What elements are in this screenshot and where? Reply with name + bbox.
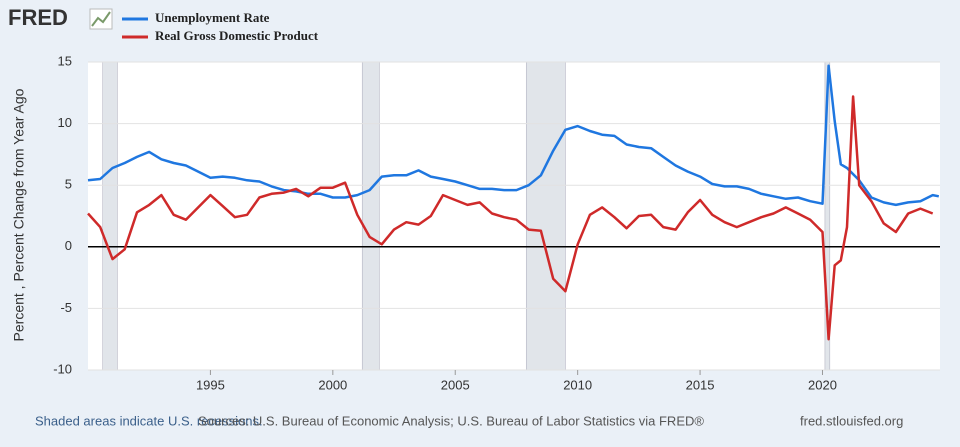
logo-icon — [89, 8, 113, 30]
y-axis-label: Percent , Percent Change from Year Ago — [11, 88, 27, 341]
recession-band — [361, 61, 380, 371]
footer-site: fred.stlouisfed.org — [800, 413, 903, 428]
x-tick-label: 2015 — [686, 377, 715, 392]
y-tick-label: 15 — [58, 53, 72, 68]
legend-label: Real Gross Domestic Product — [155, 28, 319, 43]
x-tick-label: 2005 — [441, 377, 470, 392]
x-tick-label: 2010 — [563, 377, 592, 392]
plot-area — [88, 62, 940, 370]
y-tick-label: -10 — [53, 361, 72, 376]
x-tick-label: 2000 — [318, 377, 347, 392]
y-tick-label: 5 — [65, 177, 72, 192]
recession-band — [525, 61, 566, 371]
y-tick-label: 0 — [65, 238, 72, 253]
series-line — [87, 64, 940, 207]
y-tick-label: 10 — [58, 115, 72, 130]
logo: FRED — [8, 5, 68, 30]
series-line — [87, 95, 934, 341]
x-tick-label: 1995 — [196, 377, 225, 392]
x-tick-label: 2020 — [808, 377, 837, 392]
footer-note: Shaded areas indicate U.S. recessions. — [35, 413, 263, 428]
legend-label: Unemployment Rate — [155, 10, 270, 25]
recession-band — [102, 61, 118, 371]
y-tick-label: -5 — [60, 300, 72, 315]
footer-sources: Sources: U.S. Bureau of Economic Analysi… — [198, 413, 704, 428]
